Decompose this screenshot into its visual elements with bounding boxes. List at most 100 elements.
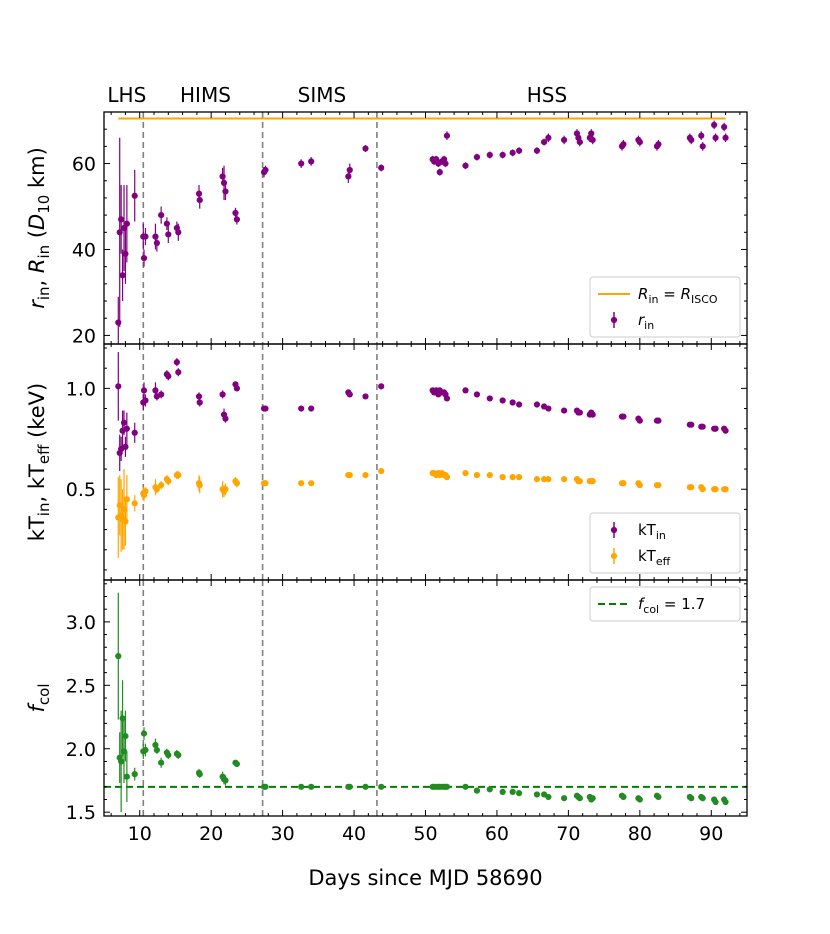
data-point [153,746,160,754]
data-point [196,399,203,406]
data-point [152,387,159,394]
data-point [120,419,128,426]
data-point [222,486,229,493]
x-tick-label: 90 [699,823,723,845]
legend-marker [610,316,618,324]
data-point [699,423,706,430]
data-point [636,482,643,489]
data-point [540,476,548,483]
data-point [499,474,506,481]
y-tick-label: 0.5 [66,479,96,501]
data-point [655,417,662,424]
data-point [119,715,126,722]
data-point [131,771,138,778]
x-tick-label: 10 [128,823,152,845]
data-point [378,383,385,390]
y-tick-label: 60 [72,154,96,176]
data-point [499,151,506,159]
data-point [515,401,523,408]
data-point [120,506,128,513]
y-tick-label: 40 [72,239,96,261]
data-point [540,138,548,146]
data-point [362,472,369,479]
data-point [443,783,451,790]
data-point [233,216,240,223]
data-point [722,486,729,493]
data-point [196,196,203,204]
data-point [699,143,706,150]
data-point [688,484,695,491]
data-point [589,795,596,802]
y-tick-label: 2.5 [66,675,96,697]
data-point [515,790,523,797]
data-point [175,472,182,479]
y-axis-label-fcol: fcol​ [25,684,53,713]
legend-fcol: fcol​ = 1.7 [589,586,741,622]
data-point [576,138,583,146]
data-point [515,474,523,481]
data-point [688,795,695,802]
data-point [636,796,643,803]
data-point [688,136,695,144]
data-point [722,427,729,434]
data-point [462,783,469,790]
data-point [175,751,182,759]
data-point [443,132,451,139]
data-point [195,393,203,400]
data-point [486,151,493,159]
data-point [722,798,729,806]
y-tick-label: 1.0 [66,378,96,400]
data-point [486,472,493,479]
data-point [142,746,149,754]
panel-fcol: fcol​ fcol​ = 1.7 [25,579,748,817]
data-point [131,500,138,507]
data-point [362,783,369,790]
data-point [165,478,172,485]
data-point [122,732,129,740]
data-point [152,233,159,240]
data-point [232,209,239,217]
state-label-hss: HSS [527,83,567,107]
data-point [655,482,662,489]
data-point [142,488,149,495]
data-point [346,472,353,479]
y-tick-label: 2.0 [66,739,96,761]
data-point [688,421,695,428]
data-point [122,518,129,525]
y-tick-label: 20 [72,325,96,347]
data-point [262,783,269,790]
data-point [165,373,172,380]
data-point [233,385,240,392]
x-tick-label: 80 [628,823,652,845]
state-label-lhs: LHS [107,83,146,107]
legend-radius: Rin​ = RISCO​ rin​ [589,276,741,338]
data-point [655,793,662,801]
data-point [443,474,451,481]
data-point [298,480,305,487]
data-point [140,254,148,262]
data-point [533,401,541,408]
data-point [515,147,523,154]
legend-box [589,586,741,622]
data-point [443,395,451,402]
data-points-temperature [115,352,729,558]
data-point [158,482,165,489]
data-point [576,409,583,416]
data-point [576,478,583,485]
legend-temperature: kTin​ kTeff​ [589,512,741,574]
data-point [509,788,516,795]
x-tick-label: 30 [271,823,295,845]
data-point [473,154,481,161]
data-point [561,407,568,414]
data-point [220,179,228,186]
data-point [219,391,226,398]
data-point [175,369,182,376]
data-point [712,134,719,141]
legend-box [589,276,741,338]
data-point [118,758,125,765]
data-point [712,486,719,493]
data-point [196,482,203,489]
data-point [636,138,643,146]
x-tick-label: 50 [413,823,437,845]
